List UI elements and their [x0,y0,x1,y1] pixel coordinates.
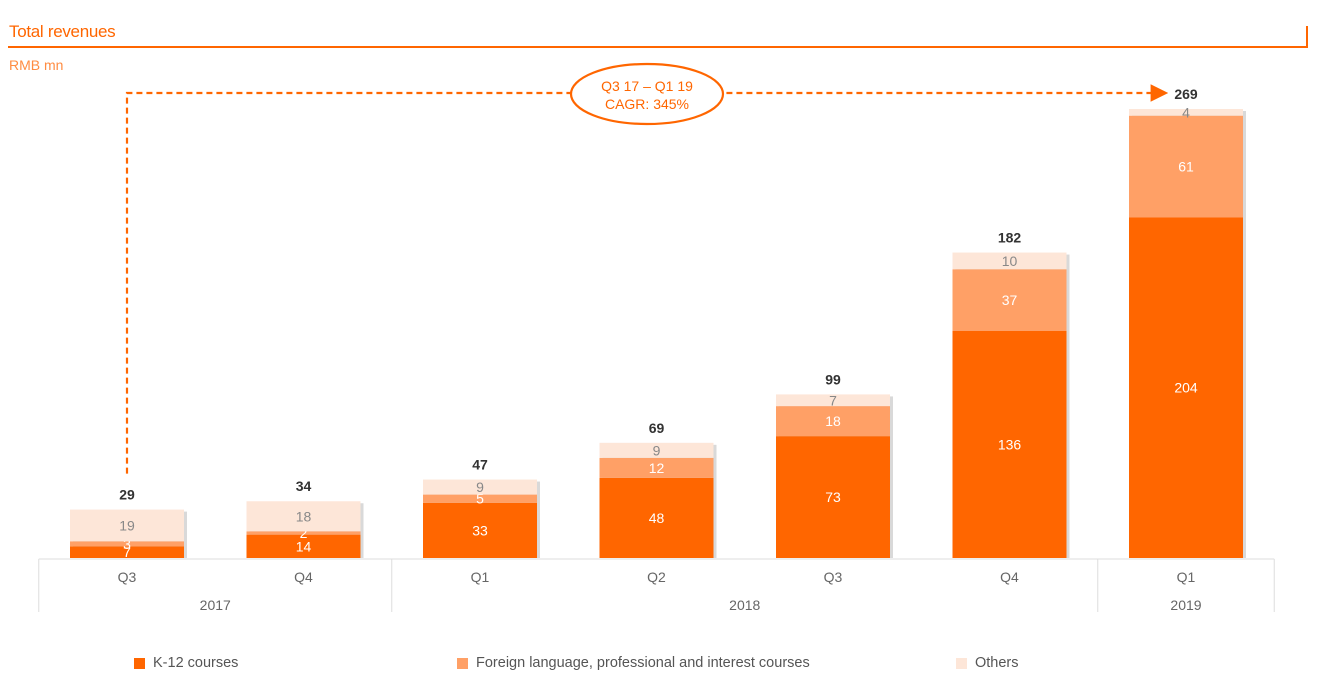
category-label: Q1 [1177,569,1196,585]
segment-label-foreign: 2 [300,525,308,541]
bar-segment-foreign [246,531,361,535]
year-label: 2019 [1170,597,1201,613]
segment-label-others: 10 [1002,253,1018,269]
bar-segment-k12 [776,436,890,558]
bar-segment-foreign [952,269,1067,331]
bar-segment-foreign [599,457,714,478]
segment-label-foreign: 18 [825,413,841,429]
legend-foreign-label: Foreign language, professional and inter… [476,655,810,671]
segment-label-k12: 204 [1174,380,1198,396]
category-label: Q4 [1000,569,1019,585]
segment-label-others: 4 [1182,104,1190,120]
segment-label-others: 7 [829,392,837,408]
bar-segment-others [952,252,1067,270]
total-label: 269 [1174,86,1198,102]
bar-segment-k12 [423,502,537,558]
segment-label-foreign: 12 [649,460,665,476]
segment-label-k12: 14 [296,538,312,554]
category-label: Q4 [294,569,313,585]
chart-title: Total revenues [9,22,116,41]
revenue-chart: 7319291421834335947481296973187991363710… [38,62,1275,613]
segment-label-foreign: 5 [476,491,484,507]
bar-segment-foreign [70,541,184,547]
total-label: 99 [825,371,841,387]
bar-segment-others [599,442,714,458]
category-label: Q1 [471,569,490,585]
segment-label-others: 9 [653,442,661,458]
cagr-label-line2: CAGR: 345% [605,96,689,112]
segment-label-others: 18 [296,508,312,524]
total-label: 34 [296,478,312,494]
segment-label-others: 19 [119,517,135,533]
cagr-label-line1: Q3 17 – Q1 19 [601,78,693,94]
bar-segment-foreign [1129,115,1243,218]
segment-label-k12: 48 [649,510,665,526]
segment-label-k12: 136 [998,436,1022,452]
category-label: Q2 [647,569,666,585]
legend-foreign-swatch [457,657,468,669]
bar-segment-others [423,479,537,495]
total-label: 47 [472,457,488,473]
bar-segment-k12 [70,546,184,558]
legend-others-label: Others [975,655,1019,671]
axis-layer: Q3 Q4 Q1 Q2 Q3 Q4 Q1 2017 2018 2019 [38,558,1275,613]
segment-label-k12: 33 [472,522,488,538]
unit-label: RMB mn [9,57,64,73]
bar-segment-others [246,501,361,532]
title-rule-end [1306,26,1308,48]
category-label: Q3 [824,569,843,585]
cagr-annotation: Q3 17 – Q1 19 CAGR: 345% [125,62,1169,474]
legend-k12-label: K-12 courses [153,655,239,671]
year-label: 2018 [729,597,760,613]
bar-segment-k12 [952,330,1067,558]
total-label: 182 [998,230,1022,246]
bar-segment-others [70,509,184,542]
segment-label-k12: 73 [825,489,841,505]
bar-segment-foreign [423,494,537,503]
legend-others: Others [956,654,1019,672]
segment-label-foreign: 37 [1002,292,1018,308]
total-label: 69 [649,420,665,436]
cagr-ellipse [569,62,725,126]
segment-label-foreign: 61 [1178,159,1194,175]
legend-k12: K-12 courses [134,654,238,672]
legend-others-swatch [956,657,967,669]
bar-segment-others [1129,109,1243,116]
bars-layer: 7319291421834335947481296973187991363710… [70,86,1246,560]
segment-label-k12: 7 [123,544,131,560]
bar-segment-k12 [599,477,714,558]
segment-label-foreign: 3 [123,536,131,552]
segment-label-others: 9 [476,479,484,495]
cagr-arrow [125,84,1169,474]
bar-segment-k12 [1129,217,1243,558]
total-label: 29 [119,487,135,503]
legend-k12-swatch [134,657,145,669]
title-rule [8,46,1308,48]
bar-segment-k12 [246,534,361,558]
legend-foreign: Foreign language, professional and inter… [457,654,810,672]
bar-segment-foreign [776,406,890,437]
year-label: 2017 [200,597,231,613]
bar-segment-others [776,394,890,407]
category-label: Q3 [118,569,137,585]
